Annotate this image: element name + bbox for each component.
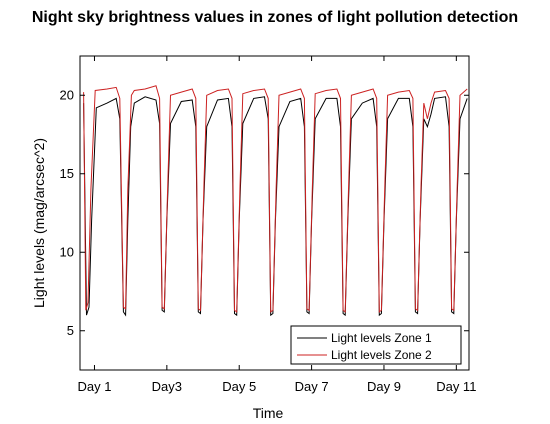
legend-box <box>290 325 462 365</box>
x-tick-label: Day 1 <box>77 379 111 394</box>
series-line-zone-2 <box>83 85 468 313</box>
legend-label-zone-2: Light levels Zone 2 <box>331 348 432 362</box>
chart-title: Night sky brightness values in zones of … <box>32 9 518 26</box>
y-tick-label: 5 <box>67 323 74 338</box>
x-tick-label: Day 7 <box>295 379 329 394</box>
x-axis: Day 1 Day3 Day 5 Day 7 Day 9 Day 11 <box>77 56 476 394</box>
plot-frame <box>79 55 470 371</box>
x-tick-label: Day 5 <box>222 379 256 394</box>
legend-label-zone-1: Light levels Zone 1 <box>331 331 432 345</box>
y-axis: 5 10 15 20 <box>60 87 469 338</box>
y-tick-label: 15 <box>60 166 74 181</box>
y-tick-label: 10 <box>60 244 74 259</box>
y-axis-label: Light levels (mag/arcsec^2) <box>31 138 47 308</box>
x-tick-label: Day3 <box>152 379 182 394</box>
legend: Light levels Zone 1 Light levels Zone 2 <box>290 325 462 365</box>
x-tick-label: Day 11 <box>436 379 476 394</box>
x-tick-label: Day 9 <box>367 379 401 394</box>
plot-series <box>83 85 468 317</box>
x-axis-label: Time <box>253 405 284 421</box>
y-tick-label: 20 <box>60 87 74 102</box>
